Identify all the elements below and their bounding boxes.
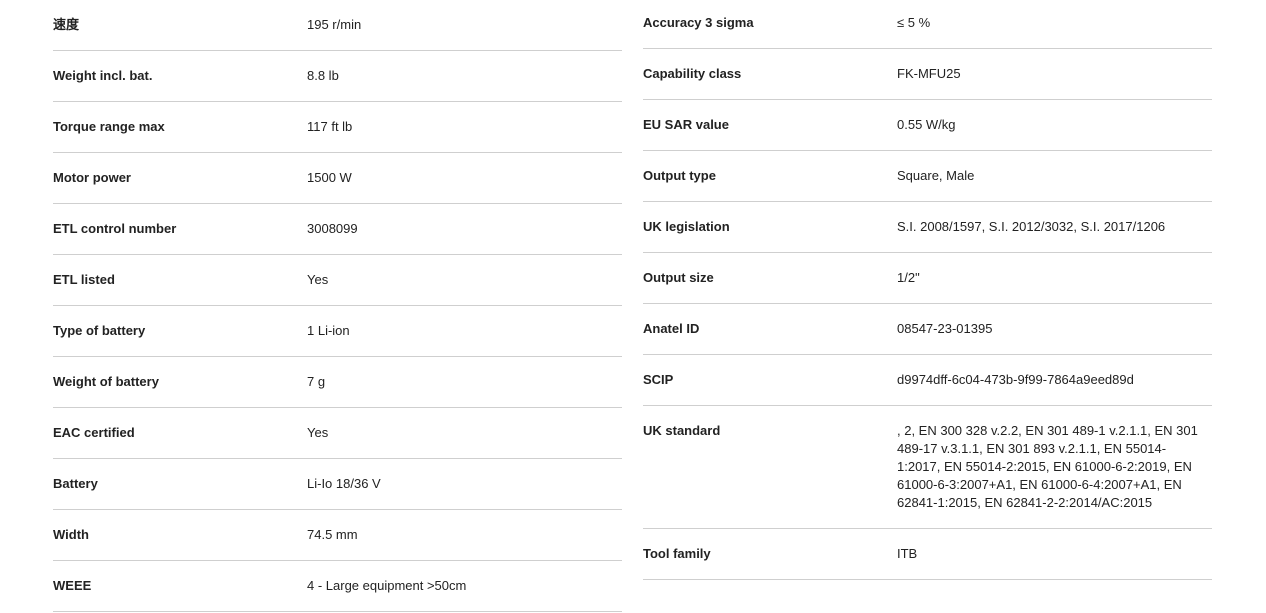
spec-label: UK legislation [643,219,730,234]
spec-value: Li-Io 18/36 V [307,476,381,491]
spec-value: Square, Male [897,168,975,183]
spec-label: Anatel ID [643,321,700,336]
spec-table-right: Accuracy 3 sigma ≤ 5 % Capability class FK-… [643,0,1212,580]
spec-row: WEEE 4 - Large equipment >50cm [53,561,622,612]
spec-value: , 2, EN 300 328 v.2.2, EN 301 489-1 v.2.… [897,423,1198,510]
spec-value: 8.8 lb [307,68,339,83]
spec-label: SCIP [643,372,674,387]
spec-value: 08547-23-01395 [897,321,993,336]
spec-row: Anatel ID 08547-23-01395 [643,304,1212,355]
spec-value: Yes [307,272,329,287]
spec-label: Torque range max [53,119,165,134]
spec-label: EAC certified [53,425,135,440]
spec-row: UK legislation S.I. 2008/1597, S.I. 2012/… [643,202,1212,253]
spec-row: EAC certified Yes [53,408,622,459]
spec-label: Capability class [643,66,742,81]
spec-label: Width [53,527,89,542]
spec-label: Accuracy 3 sigma [643,15,754,30]
spec-label: Weight incl. bat. [53,68,153,83]
spec-row: Torque range max 117 ft lb [53,102,622,153]
spec-row: SCIP d9974dff-6c04-473b-9f99-7864a9eed89d [643,355,1212,406]
spec-value: 74.5 mm [307,527,358,542]
spec-label: Tool family [643,546,711,561]
spec-row: Output size 1/2" [643,253,1212,304]
spec-value: 3008099 [307,221,358,236]
spec-row: Battery Li-Io 18/36 V [53,459,622,510]
spec-row: Accuracy 3 sigma ≤ 5 % [643,0,1212,49]
spec-value: ITB [897,546,918,561]
spec-row: Tool family ITB [643,529,1212,580]
spec-value: 1500 W [307,170,352,185]
spec-row: Type of battery 1 Li-ion [53,306,622,357]
spec-row: EU SAR value 0.55 W/kg [643,100,1212,151]
spec-value: 117 ft lb [307,119,353,134]
spec-row: Width 74.5 mm [53,510,622,561]
spec-label: Output size [643,270,714,285]
spec-row: Output type Square, Male [643,151,1212,202]
spec-value: 7 g [307,374,326,389]
spec-value: 1 Li-ion [307,323,350,338]
spec-value: ≤ 5 % [897,15,931,30]
spec-label: ETL control number [53,221,177,236]
spec-value: FK-MFU25 [897,66,961,81]
spec-value: 0.55 W/kg [897,117,956,132]
spec-table-left: 速度 195 r/min Weight incl. bat. 8.8 lb Torque… [53,0,622,612]
spec-value: S.I. 2008/1597, S.I. 2012/3032, S.I. 201… [897,219,1166,234]
spec-row: UK standard , 2, EN 300 328 v.2.2, EN 301… [643,406,1212,529]
spec-value: 1/2" [897,270,920,285]
spec-label: EU SAR value [643,117,729,132]
spec-label: Motor power [53,170,131,185]
spec-row: 速度 195 r/min [53,0,622,51]
spec-label: Type of battery [53,323,146,338]
spec-row: Weight of battery 7 g [53,357,622,408]
spec-value: 4 - Large equipment >50cm [307,578,467,593]
spec-value: 195 r/min [307,17,362,32]
spec-label: UK standard [643,423,721,438]
spec-row: ETL listed Yes [53,255,622,306]
spec-label: WEEE [53,578,92,593]
spec-label: Battery [53,476,98,491]
spec-row: Capability class FK-MFU25 [643,49,1212,100]
spec-label: ETL listed [53,272,115,287]
spec-label: 速度 [53,17,80,32]
spec-label: Output type [643,168,716,183]
spec-value: d9974dff-6c04-473b-9f99-7864a9eed89d [897,372,1134,387]
spec-row: Motor power 1500 W [53,153,622,204]
spec-label: Weight of battery [53,374,159,389]
spec-row: ETL control number 3008099 [53,204,622,255]
spec-value: Yes [307,425,329,440]
spec-row: Weight incl. bat. 8.8 lb [53,51,622,102]
